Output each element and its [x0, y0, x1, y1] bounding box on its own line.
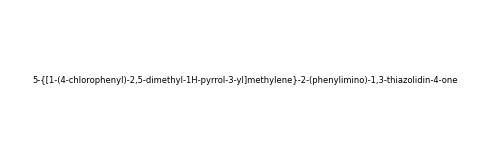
Text: 5-{[1-(4-chlorophenyl)-2,5-dimethyl-1H-pyrrol-3-yl]methylene}-2-(phenylimino)-1,: 5-{[1-(4-chlorophenyl)-2,5-dimethyl-1H-p…	[32, 76, 458, 85]
